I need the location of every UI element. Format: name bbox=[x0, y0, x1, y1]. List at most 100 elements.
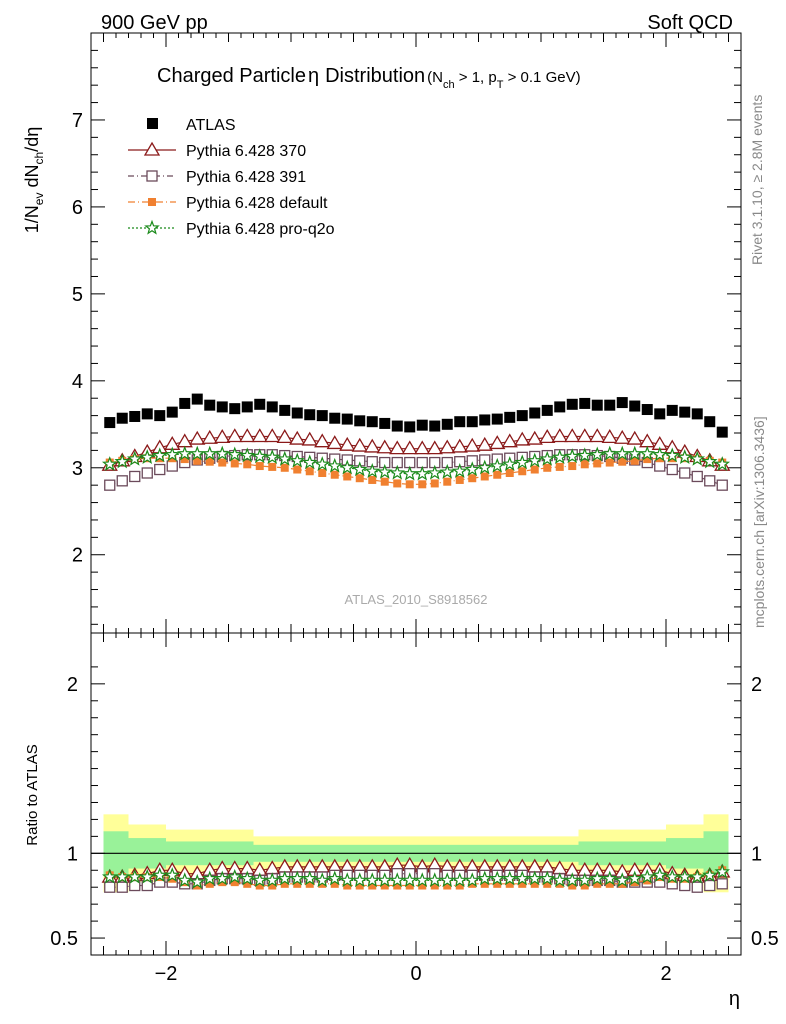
data-point-pythia-6-428-391 bbox=[116, 475, 128, 487]
legend-item-370: Pythia 6.428 370 bbox=[128, 141, 306, 160]
ratio-point-pythia-6-428-pro-q2o bbox=[489, 870, 506, 886]
ratio-point-pythia-6-428-pro-q2o bbox=[251, 872, 268, 888]
data-point-pythia-6-428-pro-q2o bbox=[601, 445, 618, 461]
data-point-atlas bbox=[591, 399, 603, 411]
data-point-pythia-6-428-pro-q2o bbox=[251, 448, 268, 464]
ratio-point-pythia-6-428-default bbox=[430, 881, 439, 890]
data-point-pythia-6-428-default bbox=[493, 470, 502, 479]
data-point-pythia-6-428-391 bbox=[716, 479, 728, 491]
data-point-pythia-6-428-pro-q2o bbox=[676, 449, 693, 464]
ratio-point-pythia-6-428-pro-q2o bbox=[564, 872, 581, 888]
legend-marker-atlas bbox=[147, 118, 158, 129]
x-tick-labels: −2 0 2 bbox=[155, 963, 672, 985]
data-point-pythia-6-428-default bbox=[618, 457, 627, 466]
y-tick-label-top: 3 bbox=[72, 458, 83, 480]
data-point-pythia-6-428-default bbox=[193, 456, 202, 465]
y-tick-label-top: 6 bbox=[72, 197, 83, 219]
ratio-point-pythia-6-428-pro-q2o bbox=[689, 868, 706, 884]
data-point-pythia-6-428-pro-q2o bbox=[376, 463, 393, 479]
data-point-pythia-6-428-pro-q2o bbox=[289, 452, 306, 468]
ratio-point-pythia-6-428-391 bbox=[104, 881, 116, 893]
data-point-pythia-6-428-pro-q2o bbox=[126, 450, 143, 466]
data-point-atlas bbox=[641, 404, 653, 416]
ratio-point-pythia-6-428-pro-q2o bbox=[701, 867, 718, 882]
data-point-pythia-6-428-pro-q2o bbox=[151, 447, 168, 463]
data-point-atlas bbox=[216, 401, 228, 413]
data-point-pythia-6-428-default bbox=[430, 479, 439, 488]
ratio-point-pythia-6-428-pro-q2o bbox=[651, 867, 668, 882]
y-tick-label-top: 7 bbox=[72, 110, 83, 132]
data-point-pythia-6-428-default bbox=[293, 465, 302, 474]
data-point-pythia-6-428-370 bbox=[426, 440, 443, 455]
data-point-pythia-6-428-pro-q2o bbox=[451, 463, 468, 478]
ratio-point-pythia-6-428-pro-q2o bbox=[664, 868, 681, 884]
x-axis-label: η bbox=[729, 988, 740, 1010]
ratio-point-pythia-6-428-default bbox=[330, 879, 339, 888]
data-point-pythia-6-428-pro-q2o bbox=[364, 463, 381, 478]
data-point-atlas bbox=[341, 413, 353, 425]
legend-marker-proq2o bbox=[144, 219, 160, 235]
title-eta: η bbox=[308, 65, 319, 87]
data-point-pythia-6-428-default bbox=[505, 469, 514, 477]
ratio-plot-frame bbox=[90, 632, 742, 956]
data-point-pythia-6-428-default bbox=[205, 457, 214, 466]
data-point-pythia-6-428-370 bbox=[564, 428, 581, 443]
ratio-point-pythia-6-428-default bbox=[443, 881, 452, 890]
data-point-atlas bbox=[479, 414, 491, 426]
main-ylabel-ch: ch bbox=[32, 152, 46, 165]
ratio-point-pythia-6-428-pro-q2o bbox=[314, 872, 331, 888]
main-plot-ytick-labels: 2 3 4 5 6 7 bbox=[72, 110, 83, 567]
data-point-pythia-6-428-391 bbox=[704, 475, 716, 487]
y-tick-label-ratio: 1 bbox=[67, 843, 78, 865]
data-point-atlas bbox=[304, 409, 316, 421]
data-point-atlas bbox=[266, 401, 278, 413]
chart-title: Charged Particle η Distribution (Nch > 1, p… bbox=[157, 65, 581, 91]
data-point-pythia-6-428-370 bbox=[626, 430, 643, 445]
ratio-point-pythia-6-428-pro-q2o bbox=[151, 867, 168, 882]
data-point-pythia-6-428-370 bbox=[214, 429, 231, 443]
y-tick-label-ratio: 2 bbox=[67, 674, 78, 696]
rivet-label: Rivet 3.1.10, ≥ 2.8M events bbox=[749, 95, 765, 265]
data-point-pythia-6-428-default bbox=[243, 460, 252, 469]
data-point-pythia-6-428-pro-q2o bbox=[176, 445, 193, 461]
data-point-pythia-6-428-370 bbox=[289, 430, 306, 445]
ratio-point-pythia-6-428-default bbox=[305, 879, 314, 888]
data-point-atlas bbox=[229, 403, 241, 415]
data-point-atlas bbox=[691, 408, 703, 420]
ratio-point-pythia-6-428-default bbox=[580, 881, 589, 890]
data-point-pythia-6-428-370 bbox=[201, 429, 218, 444]
data-point-pythia-6-428-370 bbox=[226, 428, 243, 443]
data-point-pythia-6-428-pro-q2o bbox=[501, 456, 518, 471]
legend-label-370: Pythia 6.428 370 bbox=[186, 143, 306, 160]
y-tick-label-top: 2 bbox=[72, 545, 83, 567]
data-point-pythia-6-428-default bbox=[455, 475, 464, 484]
ratio-point-pythia-6-428-default bbox=[255, 881, 264, 890]
data-point-atlas bbox=[391, 420, 403, 432]
ratio-point-pythia-6-428-pro-q2o bbox=[601, 870, 618, 886]
data-point-pythia-6-428-370 bbox=[389, 440, 406, 455]
data-point-pythia-6-428-370 bbox=[439, 439, 456, 454]
data-point-pythia-6-428-pro-q2o bbox=[639, 445, 656, 461]
ratio-point-pythia-6-428-pro-q2o bbox=[326, 870, 343, 886]
ratio-point-pythia-6-428-pro-q2o bbox=[301, 870, 318, 886]
ratio-point-pythia-6-428-pro-q2o bbox=[639, 868, 656, 884]
main-ylabel: 1/Nev dNch/dη bbox=[22, 127, 46, 233]
data-point-pythia-6-428-370 bbox=[401, 440, 418, 455]
x-tick-label: 2 bbox=[660, 963, 671, 985]
legend-marker-370 bbox=[143, 141, 161, 156]
ratio-point-pythia-6-428-pro-q2o bbox=[276, 870, 293, 886]
data-point-pythia-6-428-pro-q2o bbox=[539, 450, 556, 466]
x-tick-label: −2 bbox=[155, 963, 178, 985]
data-point-atlas bbox=[166, 406, 178, 418]
main-plot-series bbox=[101, 393, 731, 491]
ratio-point-pythia-6-428-pro-q2o bbox=[214, 870, 231, 886]
ratio-point-pythia-6-428-pro-q2o bbox=[464, 872, 481, 888]
data-point-pythia-6-428-pro-q2o bbox=[576, 447, 593, 463]
data-point-pythia-6-428-370 bbox=[189, 430, 206, 445]
ratio-point-pythia-6-428-391 bbox=[704, 879, 716, 892]
data-point-atlas bbox=[441, 418, 453, 430]
data-point-pythia-6-428-default bbox=[380, 477, 389, 486]
data-point-pythia-6-428-default bbox=[180, 455, 189, 464]
legend-label-default: Pythia 6.428 default bbox=[186, 195, 328, 212]
